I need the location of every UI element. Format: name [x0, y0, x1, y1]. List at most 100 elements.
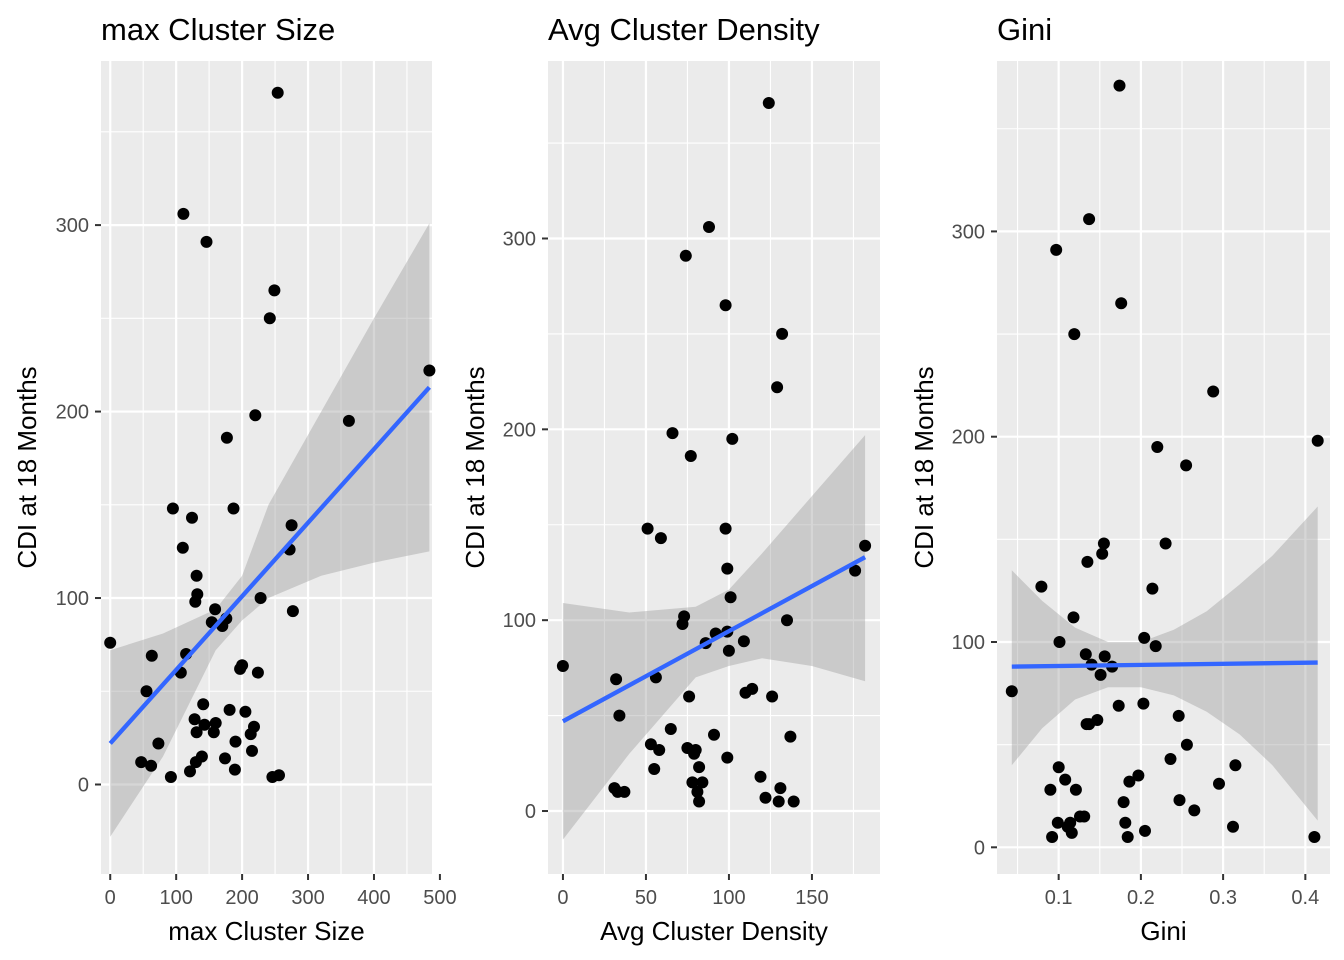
data-point: [166, 502, 179, 515]
data-point: [1050, 243, 1063, 256]
data-point: [771, 381, 784, 394]
data-point: [1096, 547, 1109, 560]
regression-line: [1011, 660, 1318, 669]
data-point: [1068, 328, 1081, 341]
data-point: [618, 785, 631, 798]
data-point: [726, 432, 739, 445]
data-point: [610, 673, 623, 686]
data-point: [145, 759, 158, 772]
data-point: [190, 569, 203, 582]
data-point: [190, 726, 203, 739]
data-point: [774, 782, 787, 795]
data-point: [104, 636, 117, 649]
data-point: [1180, 459, 1193, 472]
x-tick-label: 150: [795, 887, 828, 909]
x-tick-label: 100: [712, 887, 745, 909]
data-point: [1139, 824, 1151, 837]
y-tick-label: 100: [56, 588, 89, 610]
data-point: [1094, 668, 1107, 681]
data-point: [1044, 783, 1057, 796]
data-point: [1098, 650, 1111, 663]
data-point: [686, 776, 699, 789]
data-point: [145, 649, 158, 662]
data-point: [227, 502, 240, 515]
data-point: [1138, 631, 1151, 644]
data-point: [1067, 611, 1080, 624]
data-point: [1035, 580, 1048, 593]
data-point: [1227, 820, 1239, 833]
data-point: [229, 735, 242, 748]
data-point: [177, 207, 190, 220]
data-point: [693, 795, 706, 808]
data-point: [164, 771, 177, 783]
data-point: [1180, 738, 1193, 751]
data-point: [678, 610, 691, 623]
data-point: [1091, 714, 1104, 726]
data-point: [248, 720, 260, 733]
data-point: [195, 750, 208, 763]
data-point: [556, 660, 569, 672]
data-point: [746, 682, 759, 695]
data-point: [613, 709, 626, 722]
data-point: [683, 690, 696, 703]
data-point: [776, 327, 789, 340]
data-point: [268, 284, 281, 297]
data-point: [1308, 831, 1321, 843]
data-point: [1097, 537, 1110, 550]
data-point: [207, 726, 220, 739]
data-point: [1151, 441, 1164, 453]
y-tick-label: 0: [78, 774, 89, 796]
data-point: [1081, 555, 1094, 568]
y-tick-label: 100: [952, 632, 985, 654]
data-point: [719, 299, 732, 312]
data-point: [1188, 804, 1201, 817]
data-point: [641, 522, 654, 535]
data-point: [271, 86, 284, 99]
panel-title: Avg Cluster Density: [548, 12, 820, 47]
data-point: [176, 541, 189, 554]
data-point: [1059, 773, 1072, 786]
data-point: [754, 770, 767, 783]
data-point: [703, 221, 715, 233]
data-point: [1052, 761, 1065, 774]
data-point: [696, 776, 709, 789]
data-point: [722, 644, 735, 657]
y-tick-label: 200: [952, 427, 985, 449]
x-tick-label: 50: [635, 887, 657, 909]
data-point: [1213, 777, 1225, 790]
data-point: [223, 703, 236, 716]
data-point: [664, 723, 677, 735]
x-tick-label: 0.3: [1209, 887, 1237, 909]
data-point: [246, 744, 258, 757]
data-point: [1121, 831, 1134, 843]
data-point: [236, 659, 249, 672]
data-point: [197, 698, 210, 711]
x-tick-label: 0.1: [1045, 887, 1073, 909]
data-point: [1083, 213, 1096, 226]
data-point: [152, 737, 165, 750]
y-tick-label: 200: [503, 419, 536, 441]
data-point: [263, 312, 276, 325]
data-point: [191, 588, 204, 601]
data-point: [209, 603, 222, 616]
data-point: [1311, 434, 1324, 447]
data-point: [286, 605, 299, 618]
x-tick-label: 200: [225, 887, 258, 909]
data-point: [273, 769, 285, 782]
data-point: [1064, 816, 1077, 829]
data-point: [1051, 816, 1064, 829]
y-tick-label: 0: [525, 801, 536, 823]
x-tick-label: 100: [159, 887, 192, 909]
y-tick-label: 0: [974, 837, 985, 859]
data-point: [1065, 826, 1078, 839]
data-point: [1137, 697, 1150, 710]
data-point: [135, 756, 148, 769]
data-point: [653, 744, 666, 756]
data-point: [787, 795, 800, 808]
data-point: [1173, 794, 1186, 807]
data-point: [228, 763, 241, 776]
panel-gini: 0.1 0.2 0.3 0.4 0 100 200 300 Gini Gini CDI at 18 …: [909, 12, 1330, 946]
panel-background: [997, 61, 1330, 874]
data-point: [762, 97, 775, 109]
data-point: [198, 718, 211, 731]
